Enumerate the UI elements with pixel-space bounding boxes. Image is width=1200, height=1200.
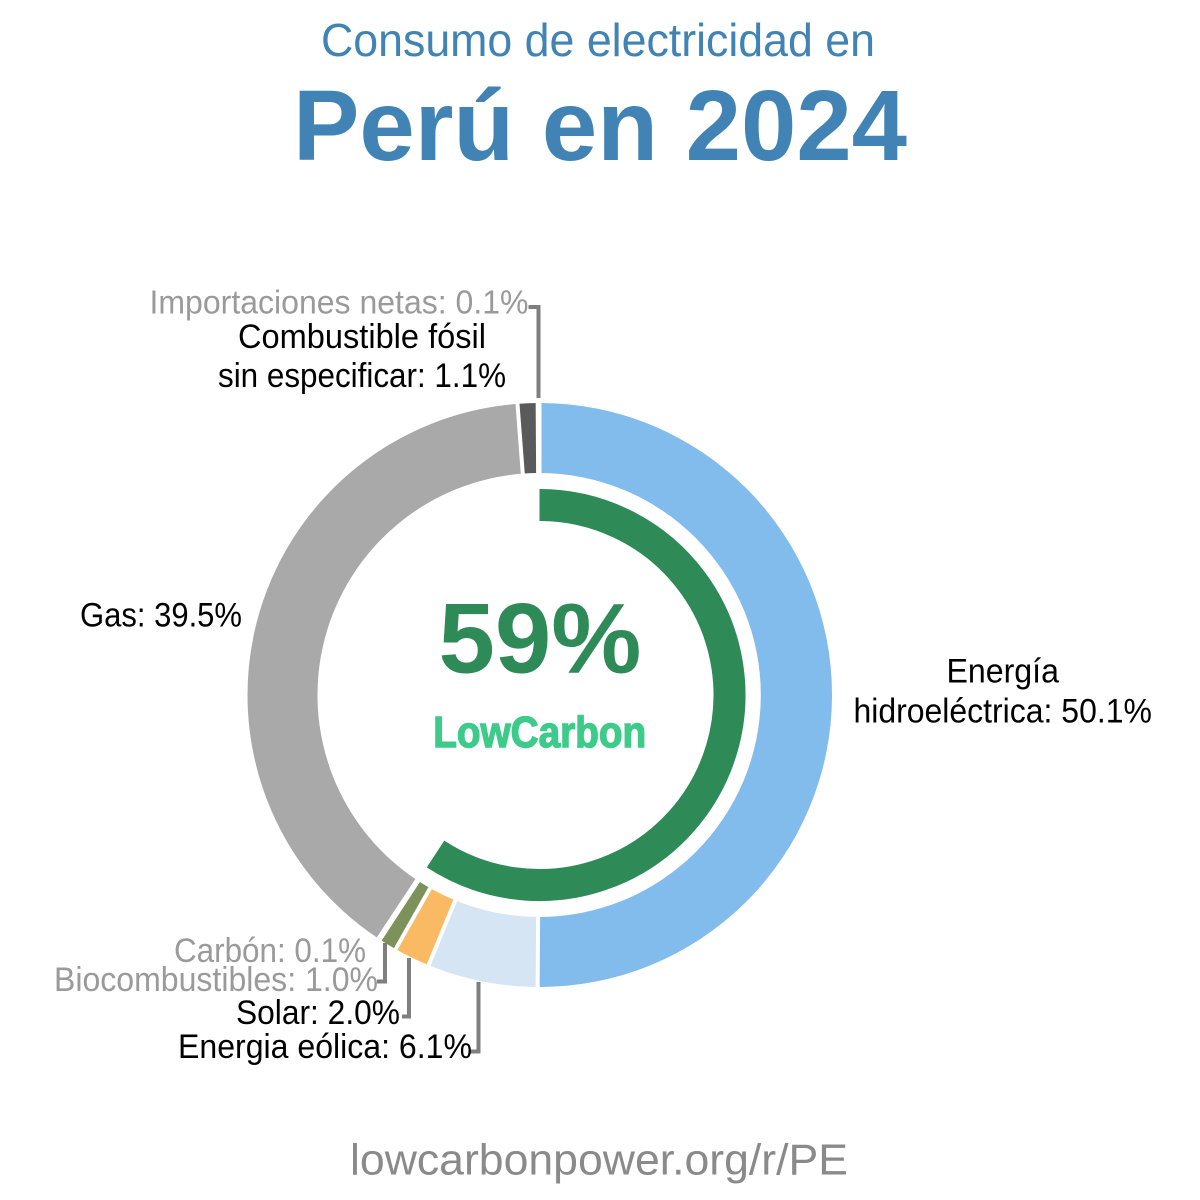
svg-text:lowcarbonpower.org/r/PE: lowcarbonpower.org/r/PE (350, 1135, 848, 1184)
svg-text:Energia eólica: 6.1%: Energia eólica: 6.1% (178, 1028, 472, 1066)
svg-text:Energía: Energía (946, 653, 1059, 691)
svg-text:Biocombustibles: 1.0%: Biocombustibles: 1.0% (54, 961, 378, 999)
svg-text:Perú en 2024: Perú en 2024 (293, 70, 907, 182)
svg-text:Importaciones netas: 0.1%: Importaciones netas: 0.1% (150, 284, 529, 321)
svg-text:Carbón: 0.1%: Carbón: 0.1% (174, 932, 366, 970)
svg-text:LowCarbon: LowCarbon (433, 709, 646, 757)
svg-text:Gas: 39.5%: Gas: 39.5% (80, 597, 242, 635)
svg-text:hidroeléctrica: 50.1%: hidroeléctrica: 50.1% (853, 693, 1152, 731)
svg-text:sin especificar: 1.1%: sin especificar: 1.1% (218, 357, 506, 395)
svg-text:Consumo de electricidad en: Consumo de electricidad en (321, 14, 875, 66)
svg-text:59%: 59% (439, 583, 642, 694)
svg-text:Solar: 2.0%: Solar: 2.0% (236, 994, 400, 1032)
svg-text:Combustible fósil: Combustible fósil (238, 318, 486, 356)
